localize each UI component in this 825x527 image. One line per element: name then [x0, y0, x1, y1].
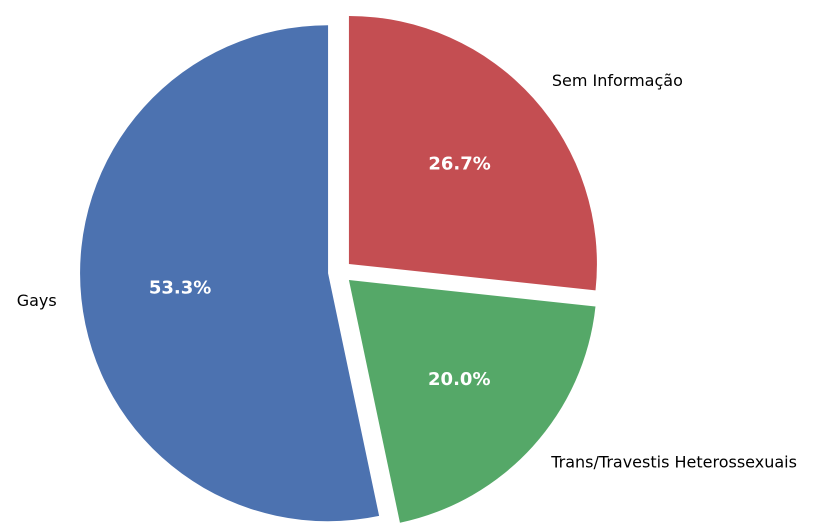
slice-percent: 26.7% — [428, 154, 490, 175]
pie-slice — [348, 15, 597, 291]
slice-label: Trans/Travestis Heterossexuais — [550, 453, 797, 472]
slice-percent: 20.0% — [428, 369, 490, 390]
pie-slice — [80, 25, 380, 522]
slice-percent: 53.3% — [149, 278, 211, 299]
slice-label: Sem Informação — [552, 71, 683, 90]
pie-slice — [348, 280, 596, 523]
slice-label: Gays — [17, 291, 57, 310]
